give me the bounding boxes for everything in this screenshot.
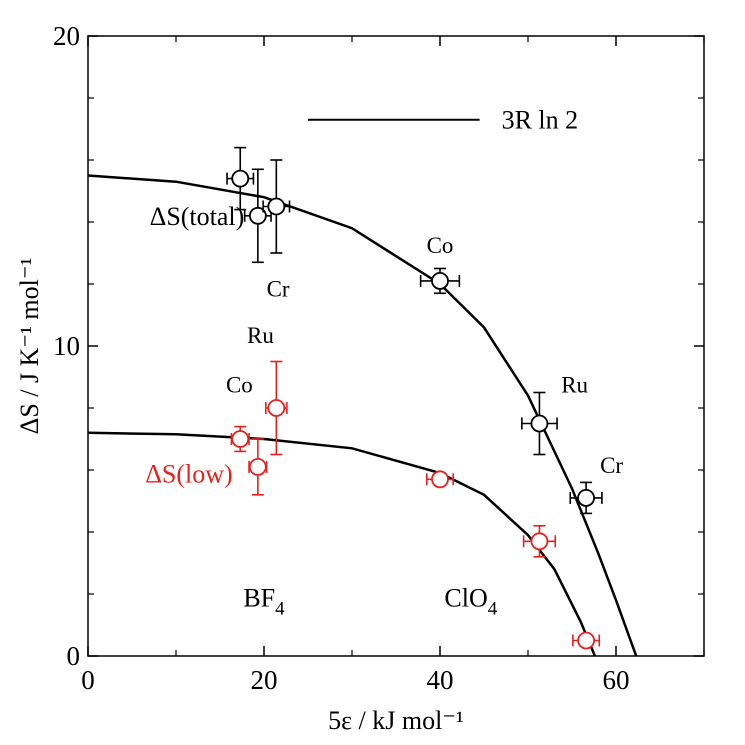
- group-label: ClO4: [444, 583, 497, 619]
- data-point: [231, 169, 250, 188]
- data-point: [431, 470, 449, 489]
- data-point: [267, 197, 286, 216]
- group-label: BF4: [243, 583, 285, 619]
- data-point: [248, 206, 267, 225]
- y-tick-label: 20: [53, 21, 80, 51]
- point-label: Ru: [561, 373, 588, 398]
- y-tick-label: 10: [53, 331, 80, 361]
- x-tick-label: 60: [603, 665, 630, 695]
- data-point: [530, 414, 549, 433]
- data-point: [577, 631, 595, 650]
- fit-curve: [87, 174, 638, 657]
- data-point: [267, 399, 286, 417]
- series-label: ΔS(low): [145, 459, 233, 488]
- y-tick-label: 0: [67, 641, 81, 671]
- reference-line-label: 3R ln 2: [502, 106, 579, 135]
- plot-frame: [87, 35, 705, 657]
- x-tick-label: 40: [427, 665, 454, 695]
- data-point: [248, 457, 267, 476]
- data-point: [530, 532, 549, 551]
- data-point: [231, 430, 250, 448]
- x-tick-label: 20: [251, 665, 278, 695]
- y-axis-label: ΔS / J K⁻¹ mol⁻¹: [15, 258, 44, 435]
- point-label: Ru: [247, 323, 274, 348]
- x-tick-label: 0: [81, 665, 95, 695]
- point-label: Co: [427, 233, 454, 258]
- series-label: ΔS(total): [150, 202, 245, 231]
- data-point: [431, 271, 449, 290]
- fit-curve: [87, 431, 597, 657]
- data-point: [577, 488, 595, 507]
- point-label: Cr: [267, 276, 290, 301]
- point-label: Cr: [600, 453, 623, 478]
- point-label: Co: [226, 373, 253, 398]
- plot-area: 0 20 40 60 0 10 20 5ε / kJ mol⁻¹ ΔS / J K⁻¹ mol⁻…: [15, 21, 705, 735]
- x-axis-label: 5ε / kJ mol⁻¹: [328, 706, 464, 735]
